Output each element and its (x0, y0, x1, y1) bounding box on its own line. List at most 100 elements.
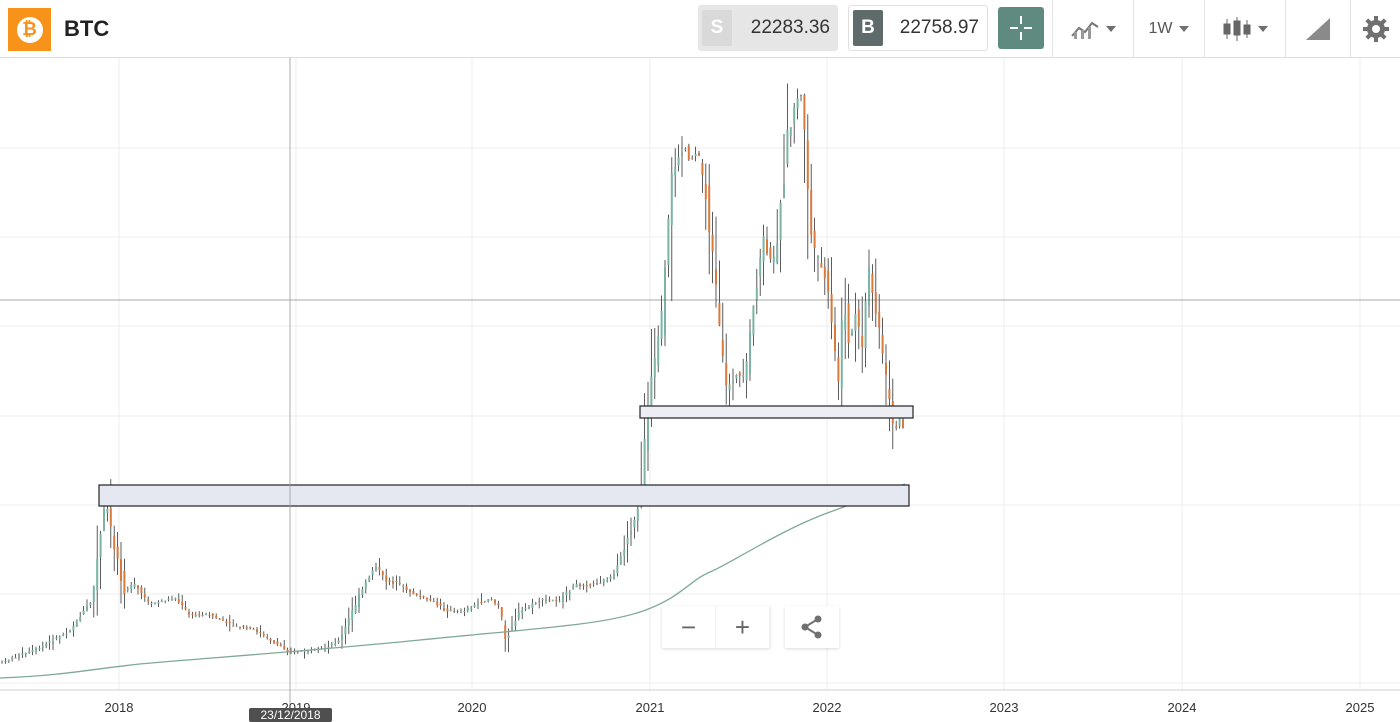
candle-body (810, 190, 813, 235)
sell-price-button[interactable]: S 22283.36 (698, 5, 838, 51)
drawing-tools-button[interactable] (1285, 0, 1349, 58)
candle-body (48, 641, 51, 643)
candle-body (160, 600, 163, 603)
candle-body (868, 267, 870, 306)
candle-body (208, 614, 211, 616)
candle-body (239, 627, 241, 629)
candle-body (837, 357, 840, 382)
candle-body (62, 634, 65, 636)
price-chart[interactable]: 20182019202020212022202320242025 (0, 58, 1400, 722)
candle-body (766, 239, 768, 254)
x-tick-label: 2020 (458, 700, 487, 715)
candle-body (140, 587, 143, 594)
candle-body (52, 641, 54, 645)
candle-body (653, 358, 656, 378)
candle-body (606, 579, 609, 581)
candle-body (279, 644, 282, 647)
candle-body (623, 549, 626, 556)
candle-body (249, 626, 252, 629)
candle-body (803, 94, 806, 130)
candle-body (99, 533, 102, 558)
candle-body (589, 584, 592, 586)
candle-body (534, 602, 537, 604)
candle-body (664, 267, 666, 336)
interval-dropdown[interactable]: 1W (1133, 0, 1203, 58)
chart-grid (0, 58, 1400, 691)
candle-body (779, 202, 782, 241)
candle-body (41, 646, 44, 648)
symbol-title: BTC (64, 16, 110, 41)
candle-body (786, 129, 789, 164)
candle-body (58, 636, 61, 639)
candle-body (704, 184, 707, 200)
candle-body (524, 608, 527, 610)
candle-body (885, 362, 887, 375)
candle-body (191, 614, 194, 616)
candle-body (453, 610, 456, 612)
candle-body (334, 643, 337, 645)
candle-body (840, 320, 843, 389)
candle-body (211, 613, 214, 617)
zoom-in-button[interactable]: + (716, 606, 770, 648)
candle-body (201, 614, 204, 617)
candle-body (174, 598, 177, 600)
candle-body (565, 591, 568, 596)
candle-body (405, 586, 408, 590)
candle-body (497, 603, 500, 606)
buy-tag: B (853, 10, 883, 46)
candle-body (109, 508, 112, 527)
candle-body (851, 331, 853, 335)
candle-body (232, 625, 235, 627)
bitcoin-icon: ₿ (8, 8, 51, 51)
candle-body (446, 608, 449, 612)
candle-body (813, 230, 816, 249)
zoom-out-button[interactable]: − (662, 606, 716, 648)
candle-body (541, 598, 544, 601)
settings-button[interactable] (1350, 0, 1400, 58)
candle-body (341, 634, 343, 640)
crosshair-date-label: 23/12/2018 (249, 708, 332, 722)
candle-body (745, 361, 748, 381)
x-tick-label: 2024 (1168, 700, 1197, 715)
candle-body (4, 661, 7, 663)
candle-body (599, 582, 602, 584)
buy-price-button[interactable]: B 22758.97 (848, 5, 988, 51)
chart-canvas[interactable]: 20182019202020212022202320242025 (0, 58, 1400, 722)
candle-body (194, 615, 197, 617)
candle-body (732, 381, 734, 384)
top-toolbar: ₿ BTC S 22283.36 B 22758.97 1W (0, 0, 1400, 58)
candle-body (256, 629, 258, 633)
candle-body (235, 625, 238, 627)
candle-body (419, 595, 422, 597)
candle-body (28, 651, 31, 653)
candle-body (657, 336, 660, 366)
candle-body (188, 612, 190, 615)
candle-body (252, 628, 255, 630)
candle-body (480, 601, 483, 604)
candle-body (72, 625, 75, 631)
candle-body (772, 256, 775, 263)
share-button[interactable] (785, 606, 839, 648)
candle-body (11, 657, 14, 660)
candle-body (307, 651, 309, 653)
candle-body (473, 604, 476, 608)
candle-body (575, 583, 578, 588)
chart-style-button[interactable] (1052, 0, 1132, 58)
candle-body (521, 610, 524, 614)
candle-body (286, 649, 289, 653)
candle-body (647, 411, 649, 451)
candle-body (895, 425, 898, 428)
candle-body (456, 610, 459, 612)
crosshair-button[interactable] (998, 7, 1044, 49)
candle-body (789, 127, 792, 136)
candle-body (143, 594, 146, 598)
candle-body (354, 605, 357, 614)
candle-body (572, 586, 575, 590)
share-icon (801, 615, 822, 639)
candle-body (759, 257, 762, 277)
candle-type-button[interactable] (1204, 0, 1284, 58)
candle-body (436, 601, 439, 606)
candle-body (38, 648, 41, 650)
candle-body (881, 335, 884, 354)
candle-body (116, 546, 119, 559)
